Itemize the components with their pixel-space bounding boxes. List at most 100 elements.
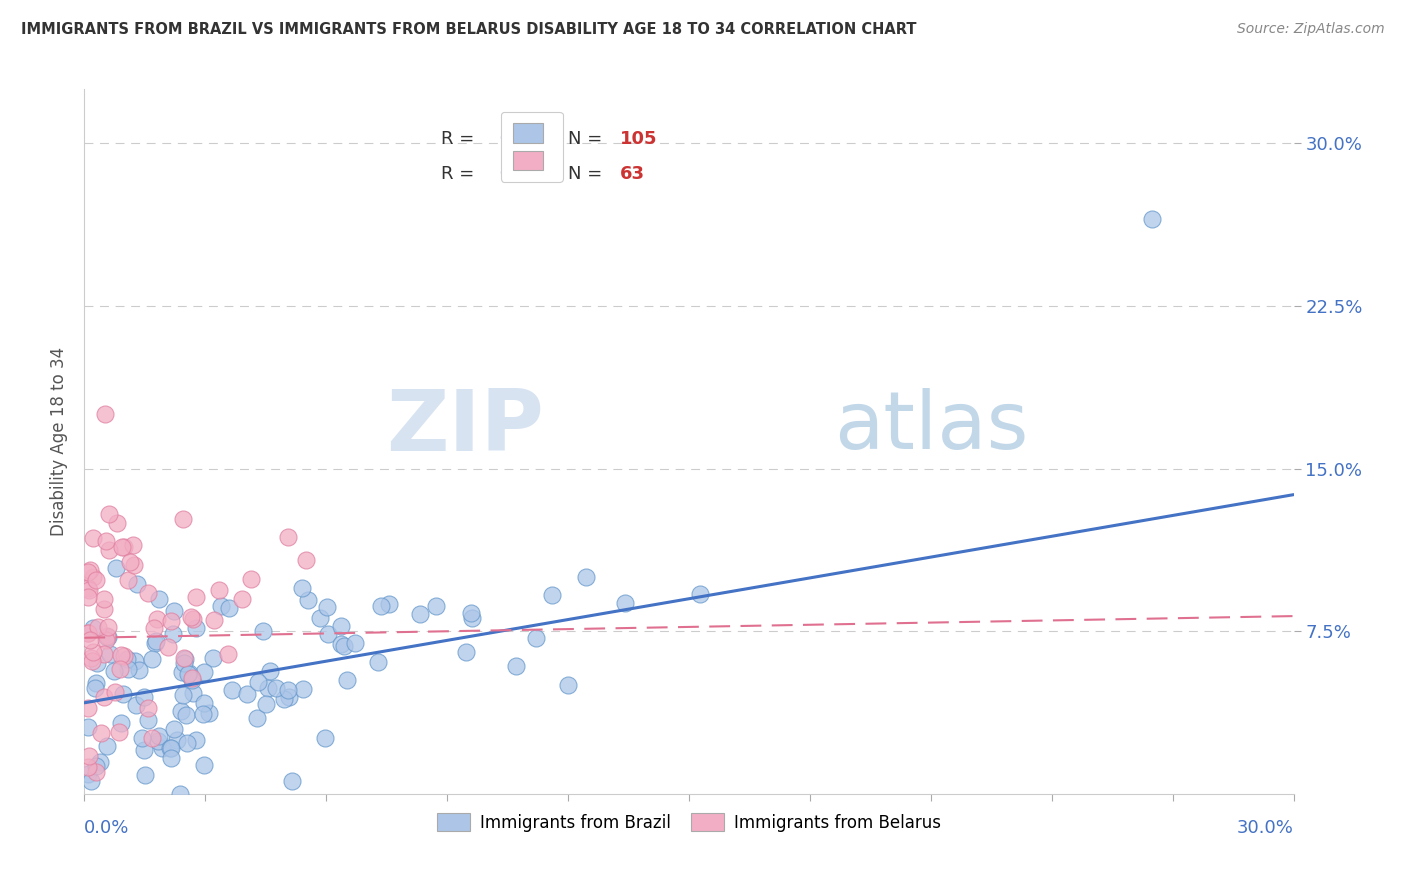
Point xyxy=(557,678,579,692)
Text: 30.0%: 30.0% xyxy=(1237,819,1294,837)
Point xyxy=(141,652,163,666)
Point xyxy=(193,757,215,772)
Point xyxy=(77,701,100,715)
Text: IMMIGRANTS FROM BRAZIL VS IMMIGRANTS FROM BELARUS DISABILITY AGE 18 TO 34 CORREL: IMMIGRANTS FROM BRAZIL VS IMMIGRANTS FRO… xyxy=(21,22,917,37)
Point xyxy=(136,586,159,600)
Point xyxy=(505,658,527,673)
Text: 63: 63 xyxy=(620,165,645,183)
Point xyxy=(80,774,103,789)
Point xyxy=(456,645,478,659)
Point xyxy=(159,740,181,755)
Point xyxy=(193,665,215,679)
Point xyxy=(112,649,135,664)
Point xyxy=(173,650,195,665)
Point xyxy=(318,627,340,641)
Point xyxy=(112,688,135,702)
Point xyxy=(163,604,186,618)
Text: ZIP: ZIP xyxy=(387,386,544,469)
Point xyxy=(77,626,100,640)
Point xyxy=(93,592,115,607)
Point xyxy=(87,620,110,634)
Point xyxy=(202,613,225,627)
Point xyxy=(336,673,359,687)
Point xyxy=(131,731,153,746)
Point xyxy=(82,621,104,635)
Point xyxy=(86,675,108,690)
Point xyxy=(77,565,100,579)
Point xyxy=(246,674,269,689)
Point xyxy=(96,739,118,753)
Point xyxy=(79,633,101,648)
Point xyxy=(117,573,139,587)
Point xyxy=(94,534,117,549)
Point xyxy=(330,619,353,633)
Point xyxy=(252,624,274,638)
Y-axis label: Disability Age 18 to 34: Disability Age 18 to 34 xyxy=(49,347,67,536)
Point xyxy=(86,765,108,780)
Point xyxy=(146,612,169,626)
Point xyxy=(97,630,120,644)
Text: atlas: atlas xyxy=(834,388,1028,467)
Point xyxy=(297,592,319,607)
Point xyxy=(460,606,482,620)
Point xyxy=(136,701,159,715)
Point xyxy=(82,570,104,584)
Point xyxy=(184,591,207,605)
Text: Source: ZipAtlas.com: Source: ZipAtlas.com xyxy=(1237,22,1385,37)
Point xyxy=(277,530,299,544)
Point xyxy=(84,681,107,695)
Point xyxy=(217,647,239,661)
Point xyxy=(97,507,120,521)
Point xyxy=(309,611,332,625)
Point xyxy=(181,686,204,700)
Point xyxy=(77,721,100,735)
Point xyxy=(254,698,277,712)
Point xyxy=(84,573,107,587)
Point xyxy=(273,691,295,706)
Point xyxy=(613,596,636,610)
Point xyxy=(277,683,299,698)
Point xyxy=(143,621,166,635)
Point xyxy=(110,716,132,731)
Point xyxy=(1142,212,1164,227)
Point xyxy=(93,601,115,615)
Point xyxy=(180,671,202,685)
Point xyxy=(184,732,207,747)
Text: N =: N = xyxy=(568,165,602,183)
Text: 105: 105 xyxy=(620,129,658,147)
Point xyxy=(575,570,598,584)
Point xyxy=(193,696,215,710)
Point xyxy=(136,713,159,727)
Point xyxy=(125,576,148,591)
Point xyxy=(125,698,148,712)
Point xyxy=(169,787,191,801)
Point xyxy=(111,540,134,554)
Point xyxy=(170,704,193,718)
Point xyxy=(80,650,103,665)
Point xyxy=(118,555,141,569)
Point xyxy=(148,729,170,743)
Point xyxy=(291,681,314,696)
Point xyxy=(98,647,121,661)
Point xyxy=(218,600,240,615)
Point xyxy=(295,553,318,567)
Point xyxy=(173,652,195,666)
Point xyxy=(172,512,194,526)
Point xyxy=(177,666,200,681)
Point xyxy=(117,662,139,676)
Point xyxy=(370,599,392,614)
Point xyxy=(93,647,115,661)
Point xyxy=(343,636,366,650)
Point xyxy=(409,607,432,622)
Point xyxy=(82,645,104,659)
Point xyxy=(278,690,301,704)
Point xyxy=(93,408,115,422)
Text: R =: R = xyxy=(441,129,474,147)
Point xyxy=(77,767,100,781)
Point xyxy=(105,561,128,575)
Point xyxy=(367,656,389,670)
Point xyxy=(177,666,200,681)
Point xyxy=(128,664,150,678)
Text: 0.371: 0.371 xyxy=(499,129,555,147)
Point xyxy=(180,610,202,624)
